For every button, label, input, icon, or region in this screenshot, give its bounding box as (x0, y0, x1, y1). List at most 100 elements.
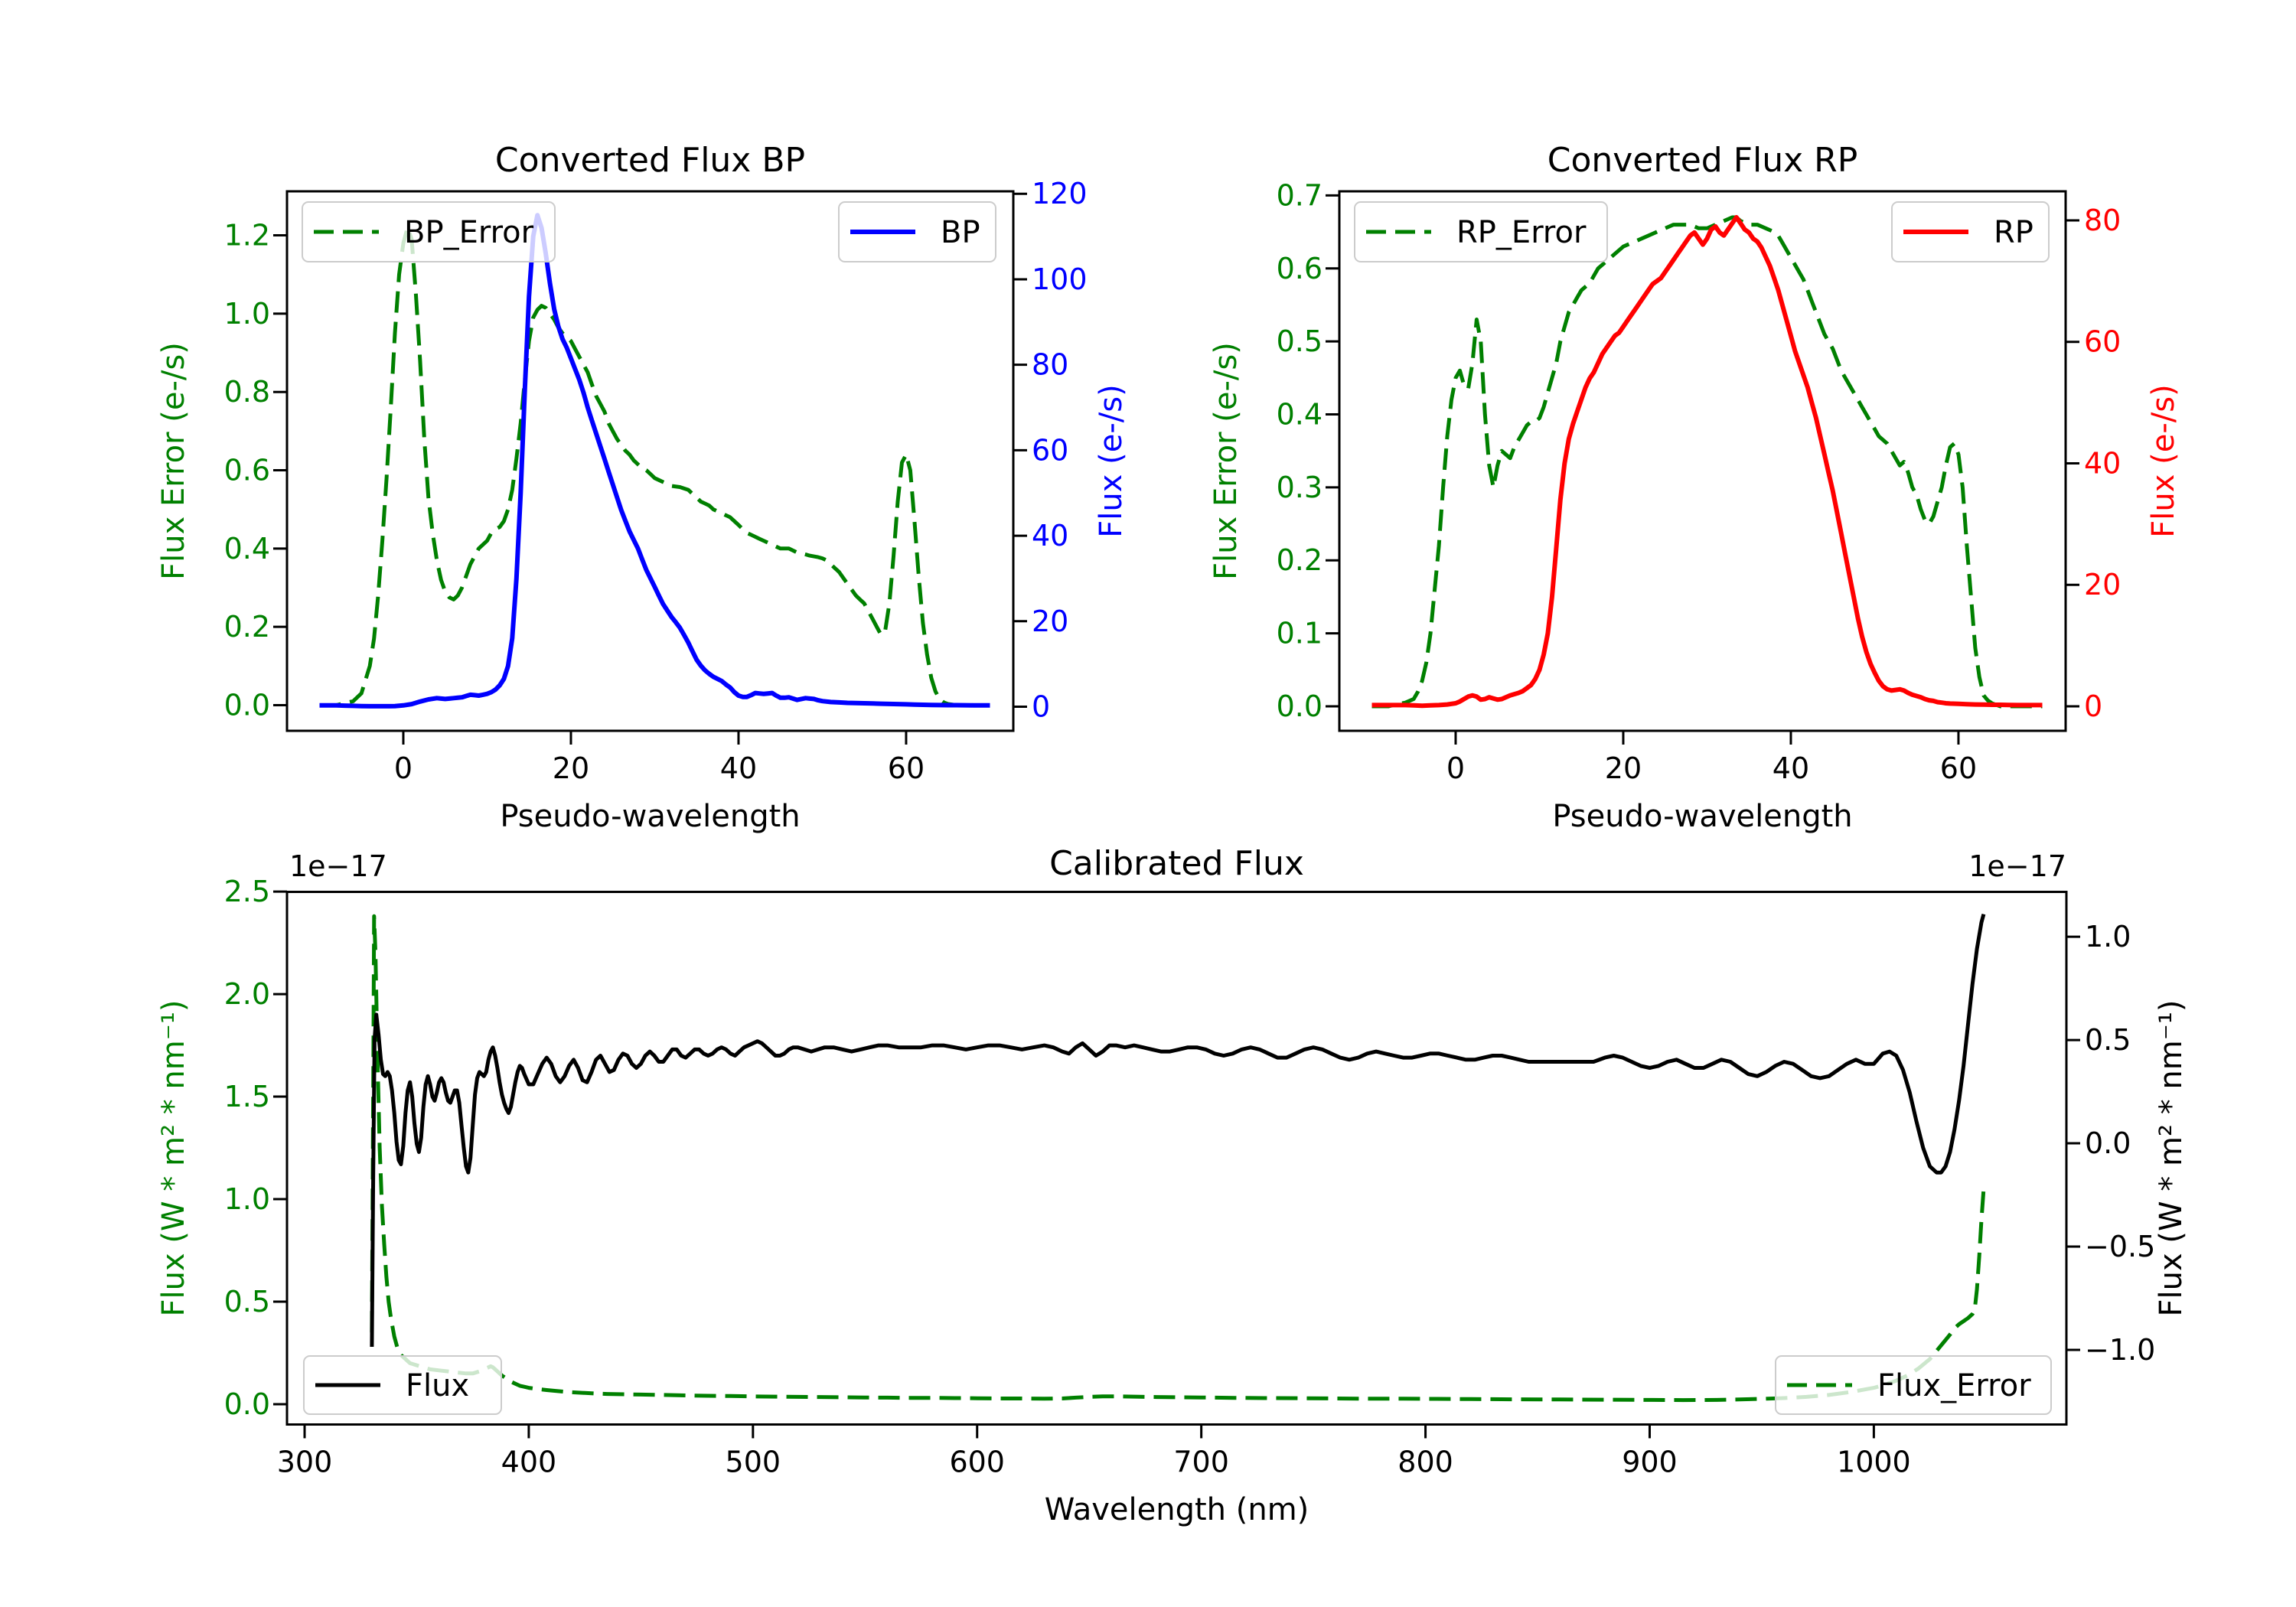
rp-ytick-left-label: 0.3 (1277, 471, 1322, 504)
rp-plot-frame (1338, 190, 2067, 732)
rp-legend-box (1891, 201, 2050, 262)
rp-chart: 0 20 40 60 0.0 0.1 0.2 0.3 0.4 0.5 0.6 0.7 0 20 40 60 80… (1208, 141, 2181, 834)
rp-ytick-right-label: 0 (2084, 689, 2102, 723)
calibrated-title: Calibrated Flux (1049, 844, 1304, 883)
calibrated-xtick-label: 400 (501, 1446, 557, 1479)
rp-ytick-right-label: 60 (2084, 325, 2121, 359)
bp-xtick-label: 40 (720, 751, 757, 785)
bp-ytick-left-label: 1.0 (224, 297, 270, 331)
rp-ytick-left-label: 0.0 (1277, 689, 1322, 723)
calibrated-xtick-label: 300 (277, 1446, 333, 1479)
calibrated-ytick-right-label: 0.0 (2085, 1126, 2131, 1160)
bp-xtick-label: 60 (888, 751, 925, 785)
bp-series-BP (319, 213, 990, 709)
rp-series-RP_Error (1371, 215, 2043, 709)
rp-ytick-right-label: 80 (2084, 204, 2121, 237)
bp-ytick-right-label: 100 (1032, 262, 1088, 296)
bp-ytick-right-label: 40 (1032, 519, 1068, 553)
calibrated-series-Flux_Error (370, 914, 1986, 1403)
calibrated-ytick-left-label: 2.0 (224, 977, 270, 1011)
calibrated-xtick-label: 900 (1622, 1446, 1678, 1479)
bp-series-BP_Error (319, 225, 990, 707)
bp-yaxis-left-label: Flux Error (e-/s) (156, 342, 191, 580)
bp-xaxis-label: Pseudo-wavelength (500, 799, 800, 834)
bp-ytick-left-label: 0.0 (224, 688, 270, 722)
rp-ytick-left-label: 0.6 (1277, 252, 1322, 285)
rp-series-RP (1371, 215, 2043, 709)
calibrated-offset-text-left: 1e−17 (289, 849, 387, 883)
bp-legend-box (838, 201, 996, 262)
bp-legend-BP: BP (838, 201, 996, 262)
rp-ytick-left-label: 0.4 (1277, 398, 1322, 432)
rp-ytick-left-label: 0.2 (1277, 543, 1322, 577)
calibrated-xaxis-label: Wavelength (nm) (1045, 1492, 1309, 1527)
bp-ytick-right-label: 80 (1032, 348, 1068, 382)
bp-ytick-right-label: 60 (1032, 433, 1068, 467)
calibrated-ytick-left-label: 1.5 (224, 1080, 270, 1113)
bp-legend-label: BP_Error (404, 215, 534, 250)
calibrated-xtick-label: 800 (1397, 1446, 1453, 1479)
rp-xtick-label: 60 (1940, 751, 1977, 785)
calibrated-ytick-right-label: −0.5 (2085, 1230, 2155, 1263)
calibrated-ytick-right-label: 1.0 (2085, 920, 2131, 953)
bp-ytick-left-label: 0.2 (224, 610, 270, 644)
rp-xtick-label: 0 (1446, 751, 1465, 785)
rp-ytick-left-label: 0.7 (1277, 178, 1322, 212)
calibrated-chart: 300 400 500 600 700 800 900 1000 0.0 0.5 1.0 1.5 2.0… (156, 844, 2189, 1527)
rp-title: Converted Flux RP (1548, 141, 1858, 180)
calibrated-offset-text-right: 1e−17 (1968, 849, 2066, 883)
rp-yaxis-left-label: Flux Error (e-/s) (1208, 342, 1244, 580)
bp-ytick-left-label: 1.2 (224, 219, 270, 253)
calibrated-xtick-label: 500 (726, 1446, 781, 1479)
bp-ytick-right-label: 20 (1032, 605, 1068, 638)
calibrated-yaxis-left-label: Flux (W * m² * nm⁻¹) (156, 1000, 191, 1317)
calibrated-ytick-left-label: 2.5 (224, 875, 270, 908)
calibrated-yaxis-right-label: Flux (W * m² * nm⁻¹) (2154, 1000, 2189, 1317)
rp-xtick-label: 40 (1773, 751, 1809, 785)
calibrated-ytick-left-label: 1.0 (224, 1182, 270, 1216)
calibrated-series-Flux (370, 913, 1986, 1348)
bp-title: Converted Flux BP (495, 141, 805, 180)
rp-ytick-right-label: 40 (2084, 446, 2121, 480)
calibrated-legend-Flux: Flux (303, 1355, 502, 1415)
bp-yaxis-right-label: Flux (e-/s) (1094, 384, 1129, 537)
rp-ytick-right-label: 20 (2084, 568, 2121, 601)
bp-xtick-label: 20 (553, 751, 589, 785)
calibrated-legend-label: Flux (406, 1368, 469, 1403)
calibrated-ytick-right-label: 0.5 (2085, 1023, 2131, 1057)
calibrated-legend-box (1775, 1355, 2052, 1415)
rp-legend-label: RP_Error (1456, 215, 1587, 250)
bp-xtick-label: 0 (394, 751, 413, 785)
bp-ytick-left-label: 0.6 (224, 454, 270, 487)
rp-legend-label: RP (1994, 215, 2033, 250)
bp-chart: 0 20 40 60 0.0 0.2 0.4 0.6 0.8 1.0 1.2 0 20 40 60 80 100… (156, 141, 1129, 834)
rp-xaxis-label: Pseudo-wavelength (1552, 799, 1852, 834)
bp-plot-frame (285, 190, 1015, 732)
rp-legend-RP_Error: RP_Error (1354, 201, 1608, 262)
rp-yaxis-right-label: Flux (e-/s) (2146, 384, 2181, 537)
rp-legend-RP: RP (1891, 201, 2050, 262)
calibrated-ytick-left-label: 0.0 (224, 1387, 270, 1421)
rp-ytick-left-label: 0.1 (1277, 617, 1322, 650)
calibrated-legend-box (303, 1355, 502, 1415)
bp-ytick-right-label: 0 (1032, 689, 1050, 723)
calibrated-xtick-label: 600 (949, 1446, 1005, 1479)
bp-legend-label: BP (941, 215, 980, 250)
calibrated-xtick-label: 700 (1173, 1446, 1229, 1479)
bp-legend-box (302, 201, 556, 262)
calibrated-ytick-right-label: −1.0 (2085, 1333, 2155, 1367)
calibrated-xtick-label: 1000 (1837, 1446, 1911, 1479)
bp-ytick-right-label: 120 (1032, 177, 1088, 210)
calibrated-legend-label: Flux_Error (1877, 1368, 2031, 1403)
bp-ytick-left-label: 0.8 (224, 375, 270, 409)
calibrated-legend-Flux_Error: Flux_Error (1775, 1355, 2052, 1415)
bp-legend-BP_Error: BP_Error (302, 201, 556, 262)
bp-ytick-left-label: 0.4 (224, 532, 270, 566)
rp-legend-box (1354, 201, 1608, 262)
rp-xtick-label: 20 (1605, 751, 1642, 785)
rp-ytick-left-label: 0.5 (1277, 324, 1322, 358)
calibrated-ytick-left-label: 0.5 (224, 1285, 270, 1319)
calibrated-plot-frame (285, 891, 2068, 1426)
